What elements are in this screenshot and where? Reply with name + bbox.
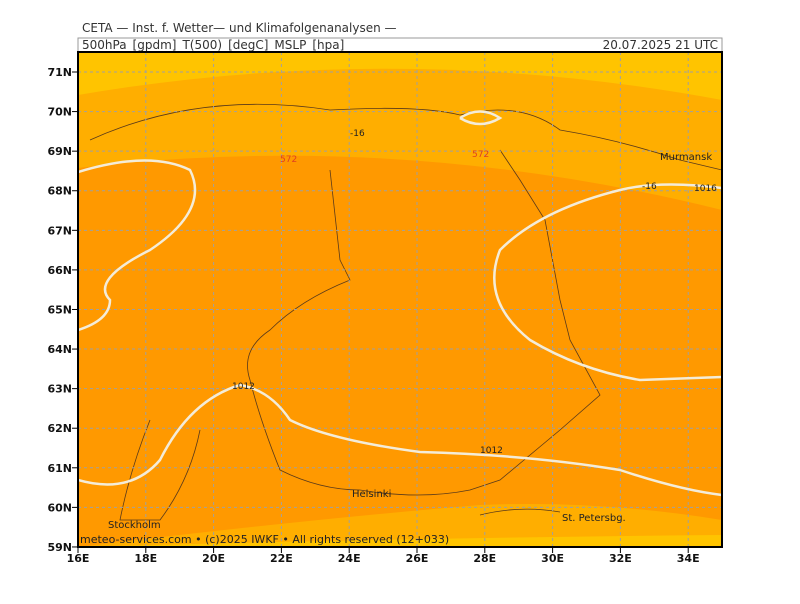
lat-label: 64N: [47, 343, 72, 356]
city: Stockholm: [108, 520, 161, 531]
lat-label: 69N: [47, 145, 72, 158]
lat-label: 60N: [47, 501, 72, 514]
coastlines: [89, 103, 722, 521]
lon-label: 16E: [67, 552, 90, 565]
city: Helsinki: [352, 489, 391, 500]
map-area: [78, 52, 722, 547]
parameters: 500hPa_[gpdm]_T(500)_[degC]_MSLP_[hpa]: [82, 38, 344, 52]
lat-label: 61N: [47, 462, 72, 475]
lat-label: 67N: [47, 224, 72, 237]
lon-label: 22E: [270, 552, 293, 565]
map-frame: [77, 51, 723, 548]
lon-label: 32E: [609, 552, 632, 565]
isobar-label: 1012: [480, 446, 503, 456]
lon-label: 18E: [134, 552, 157, 565]
lon-label: 24E: [338, 552, 361, 565]
lon-label: 20E: [202, 552, 225, 565]
temp-label: -16: [642, 182, 657, 192]
isobars: [78, 110, 722, 497]
temp-label: -16: [350, 129, 365, 139]
city: Murmansk: [660, 152, 712, 163]
band-main: [78, 155, 722, 547]
footer: meteo-services.com • (c)2025 IWKF • All …: [80, 533, 449, 546]
lat-label: 71N: [47, 66, 72, 79]
band-south2: [78, 535, 722, 547]
city: St. Petersbg.: [562, 513, 626, 524]
lat-label: 59N: [47, 541, 72, 554]
height-label: 572: [472, 150, 489, 160]
lat-label: 65N: [47, 303, 72, 316]
lon-label: 34E: [677, 552, 700, 565]
institute: CETA — Inst. f. Wetter— und Klimafolgena…: [82, 21, 397, 35]
lat-label: 63N: [47, 383, 72, 396]
height-label: 572: [280, 155, 297, 165]
lat-label: 66N: [47, 264, 72, 277]
band-south: [78, 504, 722, 547]
isobar-label: 1016: [694, 184, 717, 194]
lat-label: 70N: [47, 106, 72, 119]
valid-time: 20.07.2025 21 UTC: [603, 38, 718, 52]
isobar-label: 1012: [232, 382, 255, 392]
lat-label: 62N: [47, 422, 72, 435]
lat-label: 68N: [47, 185, 72, 198]
lon-label: 26E: [406, 552, 429, 565]
lon-label: 28E: [473, 552, 496, 565]
lon-label: 30E: [541, 552, 564, 565]
